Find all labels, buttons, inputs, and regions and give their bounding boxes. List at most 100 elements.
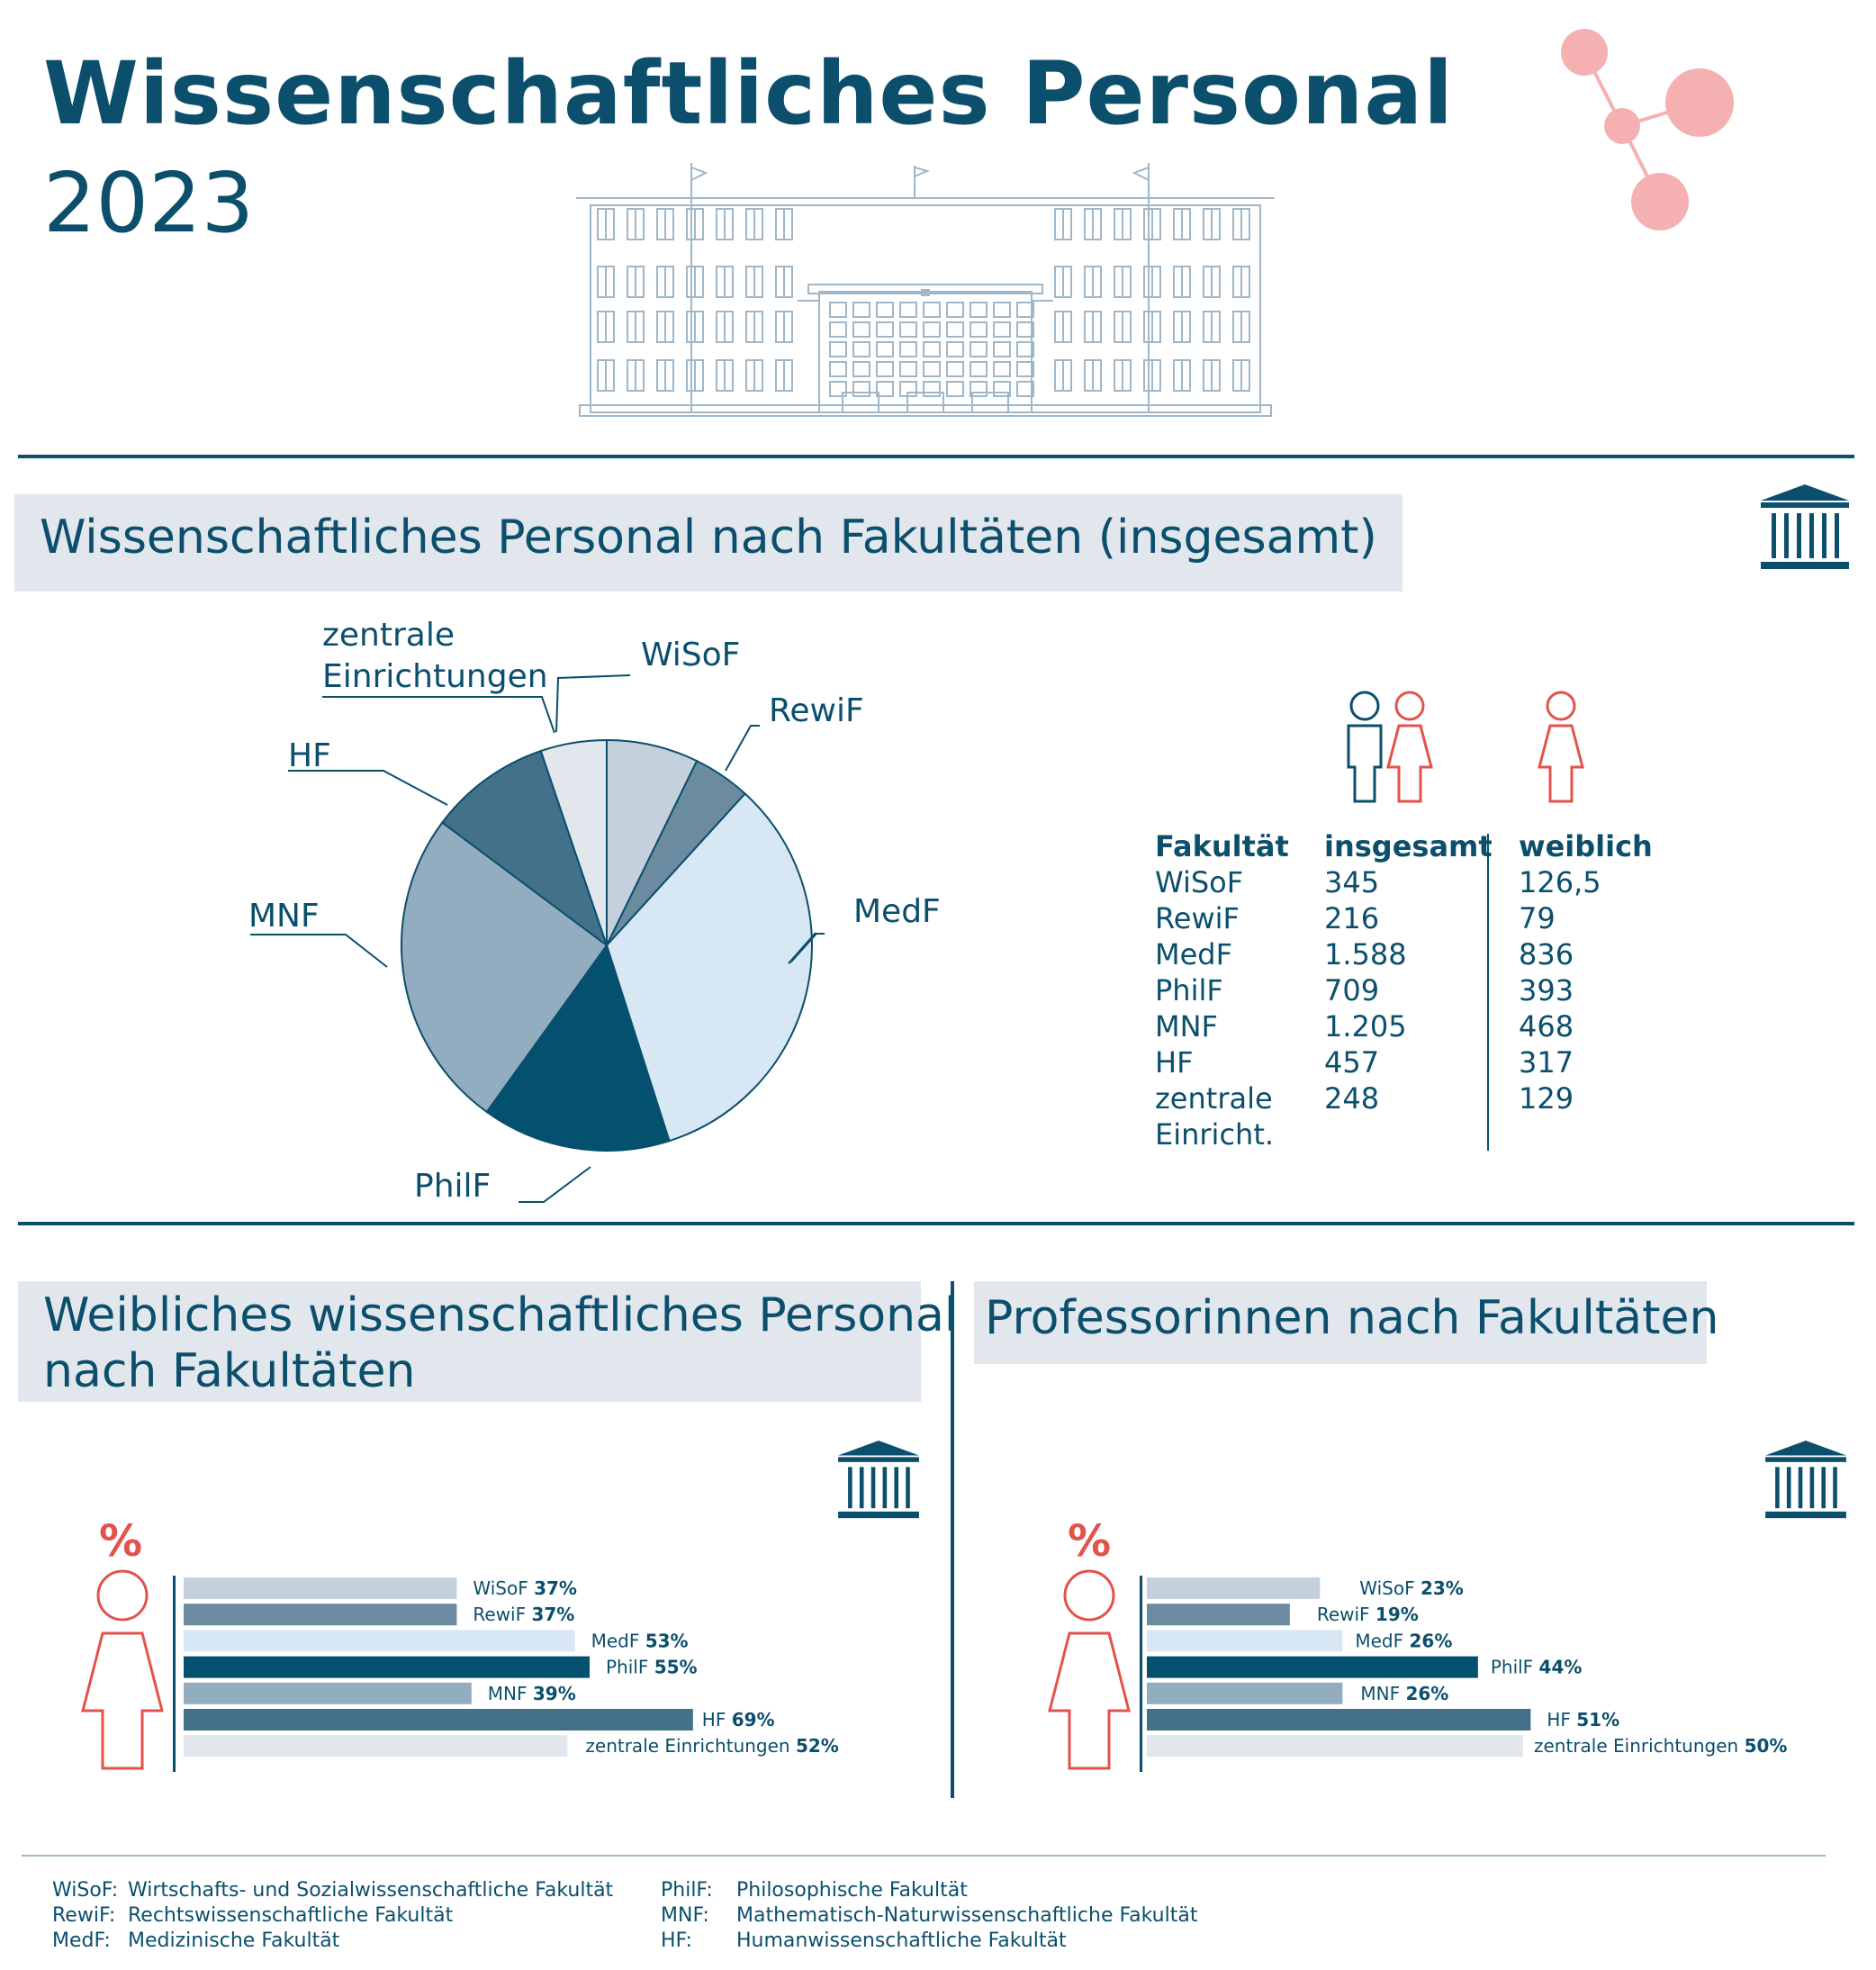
building-window-center (899, 341, 917, 357)
building-window-center (829, 341, 847, 357)
bar-label: MedF 26% (1355, 1630, 1452, 1651)
table-cell: RewiF (1155, 901, 1240, 935)
building-window-center (923, 321, 941, 338)
table-cell: zentrale (1155, 1081, 1273, 1116)
section2-title-line1: Weibliches wissenschaftliches Personal (43, 1288, 958, 1342)
bar-axis-2 (1140, 1576, 1142, 1772)
pie-slice-hf (440, 749, 609, 948)
table-cell: HF (1155, 1045, 1194, 1080)
building-window-center (829, 381, 847, 397)
section-separator (951, 1281, 954, 1798)
table-cell: PhilF (1155, 973, 1223, 1008)
building-window-center (1016, 361, 1034, 377)
building-window-center (876, 321, 894, 338)
table-header: Fakultät (1155, 829, 1289, 863)
table-cell: 345 (1324, 865, 1380, 899)
table-header: insgesamt (1324, 829, 1493, 863)
bar-rewif (184, 1604, 457, 1626)
legend-fullname: Wirtschafts- und Sozialwissenschaftliche… (128, 1879, 614, 1902)
building-window-center (1016, 381, 1034, 397)
bar-label: RewiF 37% (473, 1604, 574, 1625)
faculty-building-icon (1761, 484, 1849, 569)
legend-fullname: Philosophische Fakultät (736, 1879, 968, 1902)
bar-wisof (1147, 1577, 1321, 1599)
building-window-center (1016, 341, 1034, 357)
bar-medf (184, 1630, 575, 1652)
table-cell: WiSoF (1155, 865, 1244, 899)
faculty-building-icon-3 (1765, 1441, 1846, 1519)
building-window-center (970, 302, 988, 318)
divider-middle (18, 1222, 1854, 1225)
building-window-center (899, 321, 917, 338)
building-window-center (946, 341, 964, 357)
university-building-illustration (576, 163, 1275, 417)
building-window-center (876, 381, 894, 397)
table-cell: 1.588 (1324, 937, 1407, 971)
table-cell: 317 (1519, 1045, 1574, 1080)
section3-header (974, 1281, 1707, 1364)
bar-label: WiSoF 23% (1359, 1577, 1464, 1599)
footer-legend-left: WiSoF: Wirtschafts- und Sozialwissenschaf… (52, 1878, 664, 1959)
building-window-center (993, 361, 1011, 377)
building-window-center (876, 302, 894, 318)
building-window-center (852, 302, 870, 318)
leader-rewif (725, 725, 760, 772)
female-figure-icon-1 (81, 1569, 164, 1770)
legend-fullname: Humanwissenschaftliche Fakultät (736, 1929, 1067, 1952)
faculty-table: Fakultät WiSoF RewiF MedF PhilF MNF HF zentrale… (1155, 828, 1659, 1152)
bar-philf (1147, 1656, 1478, 1678)
table-cell: 709 (1324, 973, 1380, 1008)
molecule-icon (1561, 29, 1734, 230)
table-cell (1324, 1116, 1493, 1152)
bar-hf (1147, 1709, 1531, 1731)
pie-label-hf: HF (288, 737, 331, 774)
legend-abbr: RewiF: (52, 1904, 116, 1927)
table-cell: 126,5 (1519, 865, 1601, 899)
pie-chart-faculties (250, 674, 825, 1203)
table-cell: 1.205 (1324, 1009, 1407, 1044)
legend-fullname: Medizinische Fakultät (128, 1929, 340, 1952)
building-window-center (970, 361, 988, 377)
table-cell: 468 (1519, 1009, 1574, 1044)
building-window-center (923, 302, 941, 318)
building-window-center (993, 302, 1011, 318)
table-divider (1487, 834, 1489, 1151)
pie-label-mnf: MNF (248, 898, 320, 935)
female-icon (1538, 691, 1584, 803)
table-cell (1519, 1116, 1653, 1152)
building-window-center (1016, 321, 1034, 338)
legend-abbr: MedF: (52, 1929, 111, 1952)
pie-label-ze-2: Einrichtungen (322, 658, 548, 695)
divider-top (18, 455, 1854, 458)
bar-label: HF 69% (702, 1709, 775, 1731)
leader-wisof (555, 674, 631, 733)
leader-philf (519, 1166, 591, 1203)
building-window-center (829, 302, 847, 318)
building-window-center (946, 302, 964, 318)
bar-label: WiSoF 37% (473, 1577, 577, 1599)
table-cell: 79 (1519, 901, 1556, 935)
building-window-center (970, 381, 988, 397)
legend-fullname: Mathematisch-Naturwissenschaftliche Faku… (736, 1904, 1198, 1927)
building-window-center (899, 302, 917, 318)
bar-mnf (184, 1682, 472, 1704)
page-title: Wissenschaftliches Personal (43, 43, 1455, 144)
building-window-center (829, 361, 847, 377)
building-window-center (899, 381, 917, 397)
building-window-center (946, 381, 964, 397)
bar-label: MNF 39% (488, 1683, 576, 1704)
building-window-center (946, 321, 964, 338)
bar-chart-female-staff: WiSoF 37% RewiF 37% MedF 53% PhilF 55% MNF 3… (184, 1577, 839, 1758)
building-window-center (970, 321, 988, 338)
section3-title: Professorinnen nach Fakultäten (985, 1291, 1719, 1345)
female-figure-icon-2 (1048, 1569, 1131, 1770)
section2-header (18, 1281, 921, 1402)
legend-abbr: PhilF: (661, 1879, 713, 1902)
table-cell: 393 (1519, 973, 1574, 1008)
bar-philf (184, 1656, 590, 1678)
table-cell: MNF (1155, 1009, 1218, 1044)
table-cell: 248 (1324, 1081, 1380, 1116)
bar-chart-female-professors: WiSoF 23% RewiF 19% MedF 26% PhilF 44% MNF 2… (1147, 1577, 1787, 1758)
pie-label-medf: MedF (853, 893, 941, 930)
pie-label-rewif: RewiF (769, 692, 864, 729)
